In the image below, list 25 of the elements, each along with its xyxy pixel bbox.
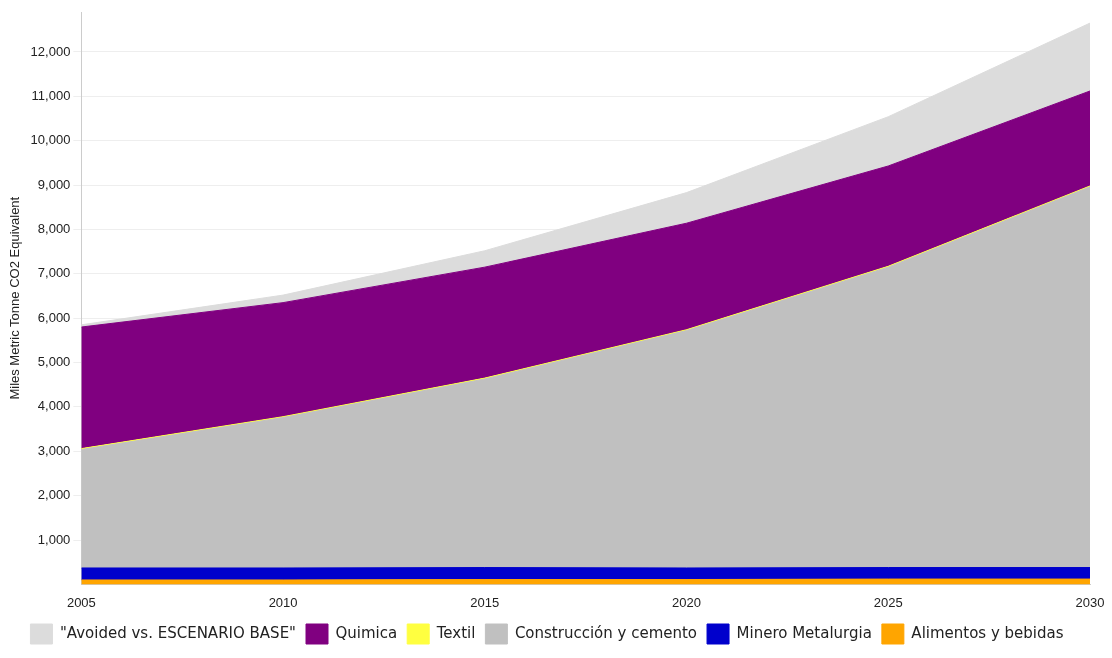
y-axis-title: Miles Metric Tonne CO2 Equivalent bbox=[7, 196, 23, 400]
y-tick-label: 4,000 bbox=[37, 398, 71, 414]
y-tick-label: 7,000 bbox=[37, 265, 71, 281]
x-tick-label: 2010 bbox=[268, 594, 298, 610]
y-tick-label: 3,000 bbox=[37, 442, 71, 458]
y-tick-label: 10,000 bbox=[30, 132, 71, 148]
y-tick-label: 2,000 bbox=[37, 487, 71, 503]
legend-label: Construcción y cemento bbox=[514, 623, 698, 642]
x-tick-label: 2015 bbox=[470, 594, 500, 610]
y-tick-label: 6,000 bbox=[37, 309, 71, 325]
y-tick-label: 1,000 bbox=[37, 531, 71, 547]
legend-label: Alimentos y bebidas bbox=[911, 623, 1064, 642]
y-tick-label: 5,000 bbox=[37, 354, 71, 370]
legend-label: Textil bbox=[435, 623, 476, 642]
x-tick-label: 2025 bbox=[873, 594, 903, 610]
y-tick-label: 12,000 bbox=[30, 43, 71, 59]
x-tick-label: 2030 bbox=[1075, 594, 1105, 610]
x-tick-label: 2020 bbox=[672, 594, 702, 610]
y-tick-label: 8,000 bbox=[37, 221, 71, 236]
y-tick-label: 9,000 bbox=[37, 176, 71, 192]
x-tick-label: 2005 bbox=[66, 594, 96, 610]
legend-label: Quimica bbox=[335, 623, 398, 642]
legend-label: Minero Metalurgia bbox=[736, 623, 872, 642]
y-tick-label: 11,000 bbox=[31, 87, 71, 103]
legend-label: "Avoided vs. ESCENARIO BASE" bbox=[59, 623, 297, 642]
